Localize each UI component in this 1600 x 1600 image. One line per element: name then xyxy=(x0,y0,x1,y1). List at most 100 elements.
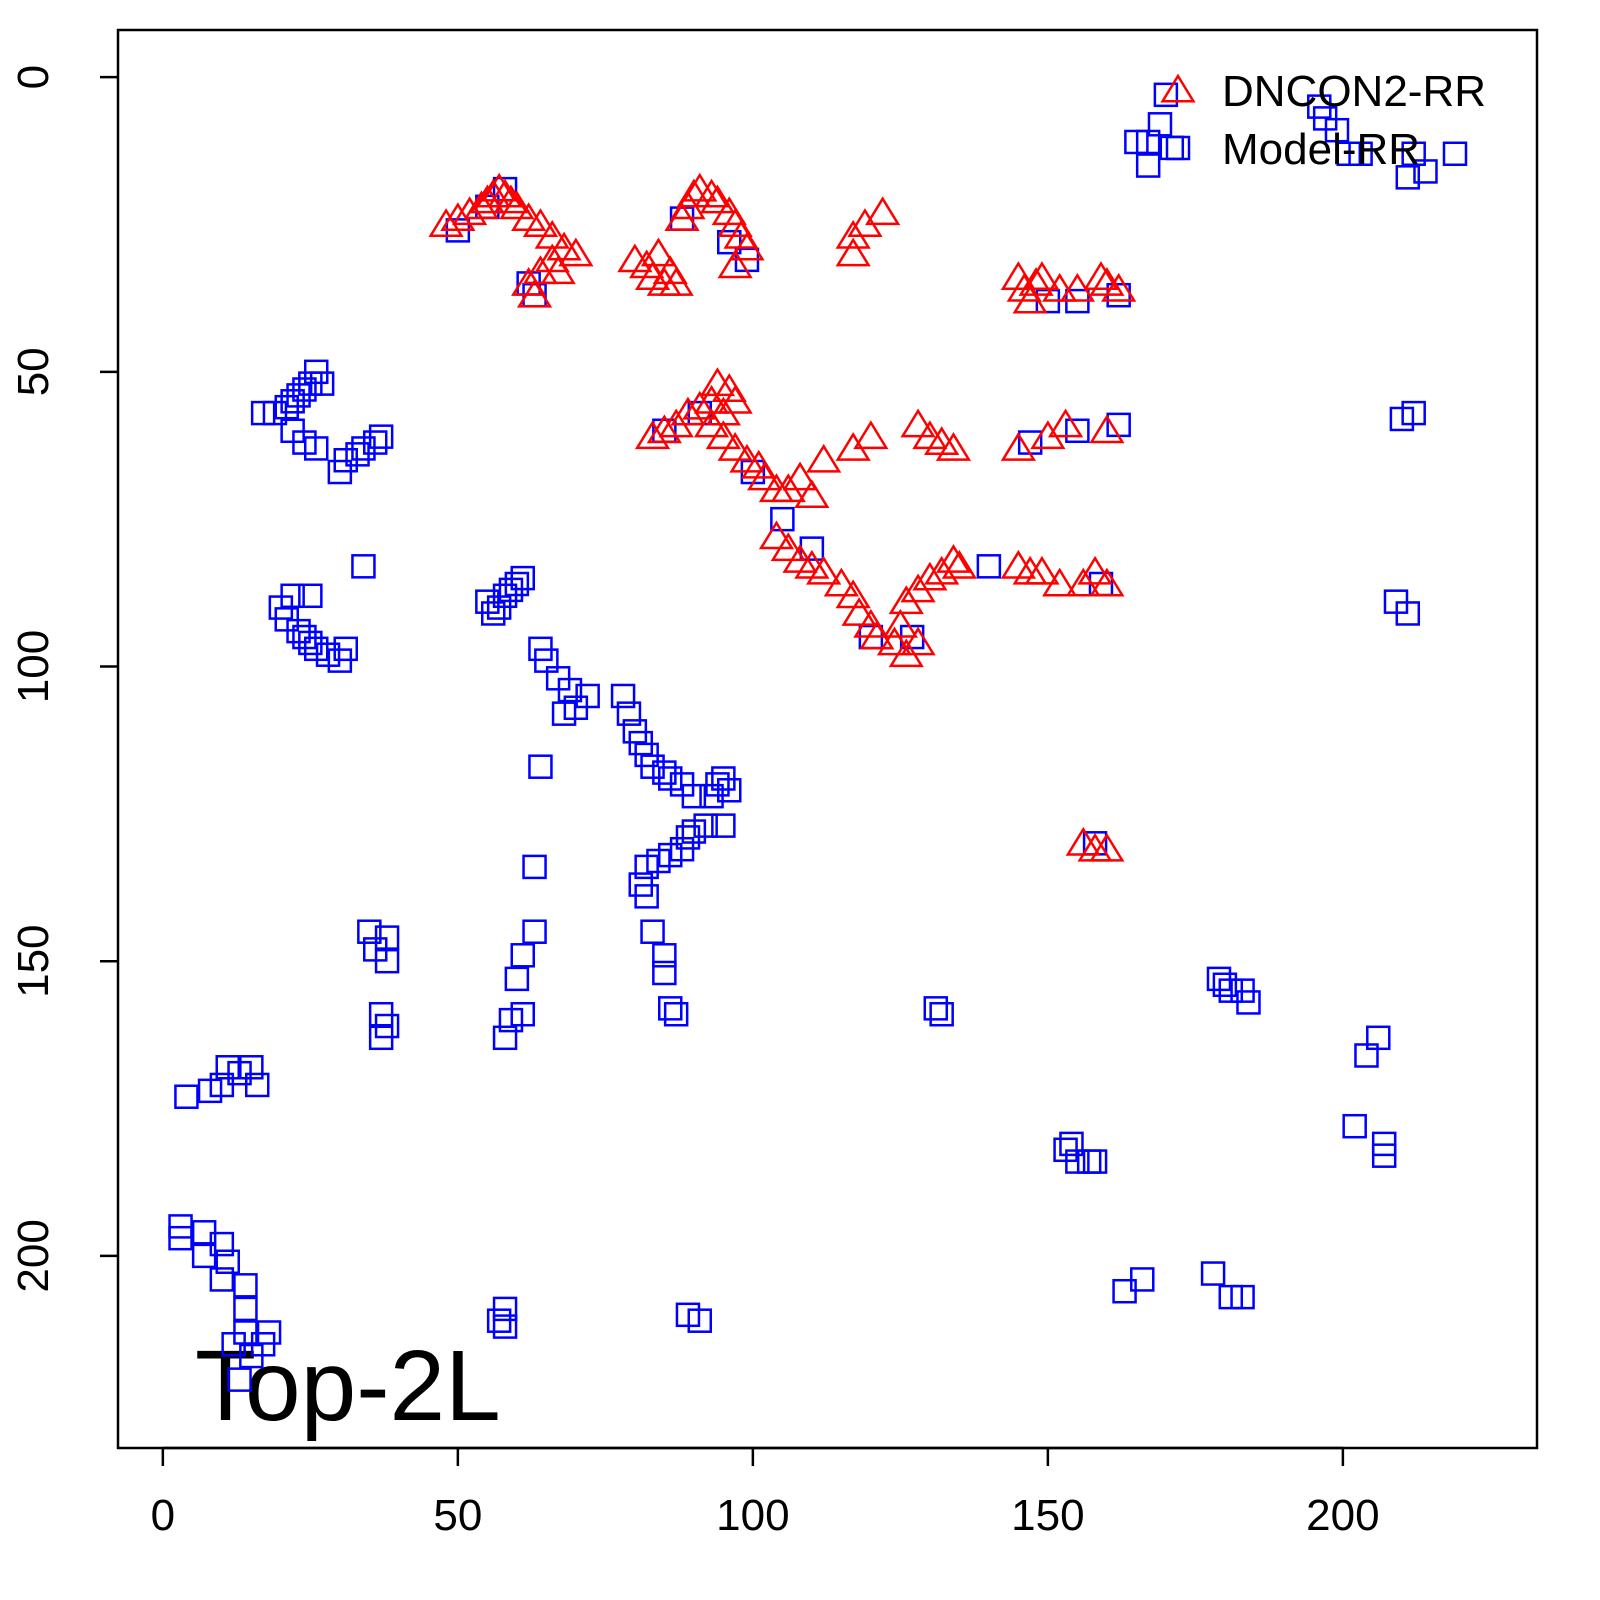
triangle-point xyxy=(646,414,682,444)
square-point xyxy=(1348,141,1373,167)
square-point xyxy=(227,1367,252,1392)
square-point xyxy=(663,1001,689,1027)
triangle-point xyxy=(1042,567,1078,597)
triangle-point xyxy=(876,626,913,656)
square-point xyxy=(1153,82,1179,108)
triangle-point xyxy=(758,520,795,550)
square-point xyxy=(233,1296,258,1322)
triangle-point xyxy=(935,544,972,573)
triangle-point xyxy=(522,255,559,285)
square-point xyxy=(652,943,677,968)
square-point xyxy=(610,683,636,709)
legend-marker xyxy=(1160,73,1196,103)
triangle-point xyxy=(676,178,712,208)
triangle-point xyxy=(1012,284,1048,314)
square-point xyxy=(929,1001,954,1027)
triangle-point xyxy=(481,172,517,202)
triangle-point xyxy=(1018,267,1054,296)
triangle-point xyxy=(522,208,559,237)
square-point xyxy=(256,1320,282,1345)
y-tick-label: 50 xyxy=(9,347,58,396)
square-point xyxy=(209,1267,235,1292)
square-point xyxy=(1230,1284,1255,1310)
square-point xyxy=(652,960,677,986)
triangle-point xyxy=(693,408,730,438)
triangle-point xyxy=(693,178,730,208)
triangle-point xyxy=(941,549,977,579)
y-tick-label: 0 xyxy=(9,65,58,89)
square-point xyxy=(1401,400,1426,426)
triangle-point xyxy=(717,432,753,461)
plot-frame xyxy=(116,28,1539,1450)
square-point xyxy=(557,677,583,703)
triangle-point xyxy=(682,390,718,420)
square-point xyxy=(687,1308,713,1333)
square-point xyxy=(510,943,536,968)
triangle-point xyxy=(794,479,830,509)
triangle-point xyxy=(882,608,918,638)
triangle-point xyxy=(1042,272,1078,302)
triangle-point xyxy=(841,597,877,626)
square-point xyxy=(374,1013,400,1039)
legend-label: Model-RR xyxy=(1222,125,1420,174)
square-point xyxy=(1354,1043,1379,1068)
square-point xyxy=(717,778,742,803)
square-point xyxy=(1342,1113,1367,1139)
square-point xyxy=(1130,1267,1155,1292)
square-point xyxy=(1324,117,1350,143)
triangle-point xyxy=(499,190,535,220)
square-point xyxy=(522,854,547,880)
square-point xyxy=(351,554,376,579)
triangle-point xyxy=(747,461,783,491)
square-point xyxy=(168,1225,193,1251)
x-tick-label: 200 xyxy=(1306,1491,1379,1540)
square-point xyxy=(374,925,400,950)
square-point xyxy=(1135,153,1161,178)
triangle-point xyxy=(806,443,842,473)
square-point xyxy=(1059,1131,1084,1157)
square-point xyxy=(640,919,665,944)
square-point xyxy=(510,565,536,591)
triangle-point xyxy=(558,237,594,267)
square-point xyxy=(1200,1261,1226,1286)
square-point xyxy=(333,636,358,662)
square-point xyxy=(504,966,530,992)
triangle-point xyxy=(1000,549,1037,579)
triangle-point xyxy=(487,178,523,208)
square-point xyxy=(575,683,600,709)
annotation: Top-2L xyxy=(195,1330,501,1442)
triangle-point xyxy=(912,561,948,591)
square-point xyxy=(1371,1143,1397,1168)
triangle-point xyxy=(717,384,753,414)
square-point xyxy=(717,229,742,255)
triangle-point xyxy=(717,249,753,279)
triangle-point xyxy=(729,231,765,261)
triangle-point xyxy=(1089,832,1125,862)
y-tick-label: 200 xyxy=(9,1219,58,1292)
y-tick-label: 100 xyxy=(9,630,58,703)
square-point xyxy=(528,754,553,779)
triangle-point xyxy=(1024,261,1060,290)
triangle-point xyxy=(516,278,553,308)
triangle-point xyxy=(1024,555,1060,585)
square-point xyxy=(522,919,547,944)
square-point xyxy=(1159,135,1185,161)
square-point xyxy=(1395,165,1421,190)
square-point xyxy=(309,371,335,396)
square-point xyxy=(799,536,825,561)
triangle-point xyxy=(853,420,889,450)
square-point xyxy=(504,571,530,597)
square-point xyxy=(1442,141,1468,167)
triangle-point xyxy=(1000,432,1037,461)
square-point xyxy=(215,1249,240,1275)
square-point xyxy=(681,783,707,809)
triangle-point xyxy=(652,255,688,285)
triangle-point xyxy=(806,555,842,585)
square-point xyxy=(244,1072,270,1098)
triangle-point xyxy=(782,461,818,491)
square-point xyxy=(634,884,659,909)
triangle-point xyxy=(1047,408,1084,438)
x-tick-label: 50 xyxy=(433,1491,482,1540)
legend-marker xyxy=(1165,135,1191,161)
